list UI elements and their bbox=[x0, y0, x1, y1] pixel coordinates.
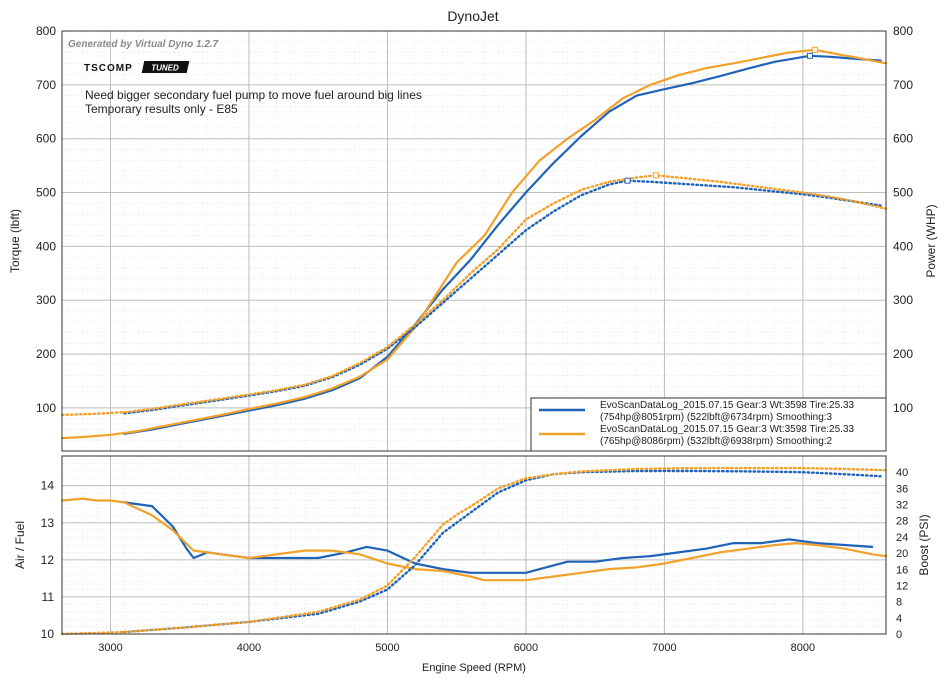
upper-plot-background bbox=[62, 31, 886, 451]
engine-speed-axis-label: Engine Speed (RPM) bbox=[422, 662, 526, 674]
air-fuel-axis-label: Air / Fuel bbox=[13, 521, 27, 569]
air-fuel-tick-label: 12 bbox=[41, 553, 55, 567]
peak-marker-blue-power bbox=[806, 52, 813, 59]
boost-tick-label: 28 bbox=[896, 516, 908, 528]
lower-plot-frame bbox=[61, 455, 887, 635]
legend-box bbox=[530, 397, 887, 452]
torque-tick-label: 500 bbox=[36, 186, 56, 200]
legend: EvoScanDataLog_2015.07.15 Gear:3 Wt:3598… bbox=[530, 397, 887, 452]
series-orange-power bbox=[60, 48, 888, 440]
torque-axis-label: Torque (lbft) bbox=[8, 209, 22, 273]
series-blue-boost bbox=[123, 469, 882, 634]
series-orange-boost bbox=[60, 466, 888, 636]
air-fuel-tick-label: 14 bbox=[41, 479, 55, 493]
upper-grid bbox=[62, 30, 887, 451]
logo-badge-text: TUNED bbox=[151, 64, 179, 73]
boost-tick-label: 12 bbox=[896, 580, 908, 592]
torque-tick-label: 400 bbox=[36, 239, 56, 253]
boost-tick-label: 20 bbox=[896, 548, 908, 560]
peak-marker-orange-power bbox=[811, 46, 818, 53]
series-orange-torque bbox=[60, 174, 888, 417]
boost-tick-label: 0 bbox=[896, 629, 902, 641]
logo-badge-bg bbox=[141, 61, 190, 73]
boost-tick-label: 32 bbox=[896, 500, 908, 512]
power-tick-label: 300 bbox=[893, 293, 913, 307]
torque-tick-label: 700 bbox=[36, 78, 56, 92]
upper-series bbox=[60, 46, 888, 440]
rpm-tick-label: 6000 bbox=[514, 642, 538, 654]
boost-tick-label: 8 bbox=[896, 597, 902, 609]
rpm-tick-label: 8000 bbox=[791, 642, 815, 654]
power-tick-label: 600 bbox=[893, 132, 913, 146]
power-tick-label: 200 bbox=[893, 347, 913, 361]
power-tick-label: 500 bbox=[893, 186, 913, 200]
power-tick-label: 400 bbox=[893, 239, 913, 253]
boost-tick-label: 16 bbox=[896, 564, 908, 576]
torque-tick-label: 100 bbox=[36, 401, 56, 415]
legend-entry-1-line-2: (754hp@8051rpm) (522lbft@6734rpm) Smooth… bbox=[600, 412, 833, 423]
air-fuel-tick-label: 13 bbox=[41, 516, 55, 530]
lower-ticks: 10 11 12 13 14 0 4 8 12 16 20 24 28 32 36 40 3000 4000 500… bbox=[41, 467, 909, 654]
tscomp-logo: TSCOMP TUNED bbox=[84, 61, 190, 74]
generated-by-label: Generated by Virtual Dyno 1.2.7 bbox=[68, 39, 219, 50]
rpm-tick-label: 3000 bbox=[98, 642, 122, 654]
note-line-1: Need bigger secondary fuel pump to move … bbox=[85, 88, 422, 102]
boost-axis-label: Boost (PSI) bbox=[917, 514, 931, 575]
power-tick-label: 800 bbox=[893, 24, 913, 38]
lower-plot: 10 11 12 13 14 0 4 8 12 16 20 24 28 32 36 40 3000 4000 500… bbox=[13, 455, 931, 674]
torque-tick-label: 300 bbox=[36, 293, 56, 307]
upper-ticks: 100 100 200 200 300 300 400 400 500 500 600 600 700 7… bbox=[36, 24, 913, 415]
power-axis-label: Power (WHP) bbox=[924, 204, 938, 277]
torque-tick-label: 600 bbox=[36, 132, 56, 146]
peak-marker-blue-torque bbox=[624, 177, 631, 184]
torque-tick-label: 200 bbox=[36, 347, 56, 361]
logo-text: TSCOMP bbox=[84, 63, 133, 74]
rpm-tick-label: 7000 bbox=[652, 642, 676, 654]
power-tick-label: 100 bbox=[893, 401, 913, 415]
series-blue-power bbox=[123, 54, 882, 435]
boost-tick-label: 36 bbox=[896, 483, 908, 495]
peak-marker-orange-torque bbox=[652, 172, 659, 179]
lower-series bbox=[60, 466, 888, 636]
rpm-tick-label: 5000 bbox=[375, 642, 399, 654]
note-line-2: Temporary results only - E85 bbox=[85, 102, 238, 116]
upper-plot-frame bbox=[61, 30, 887, 452]
power-tick-label: 700 bbox=[893, 78, 913, 92]
chart-title: DynoJet bbox=[447, 8, 498, 24]
air-fuel-tick-label: 10 bbox=[41, 627, 55, 641]
legend-entry-1-line-1: EvoScanDataLog_2015.07.15 Gear:3 Wt:3598… bbox=[600, 400, 855, 411]
series-orange-afr bbox=[60, 497, 888, 582]
rpm-tick-label: 4000 bbox=[237, 642, 261, 654]
boost-tick-label: 40 bbox=[896, 467, 908, 479]
air-fuel-tick-label: 11 bbox=[42, 590, 55, 604]
boost-tick-label: 24 bbox=[896, 532, 908, 544]
legend-entry-2-line-1: EvoScanDataLog_2015.07.15 Gear:3 Wt:3598… bbox=[600, 424, 855, 435]
torque-tick-label: 800 bbox=[36, 24, 56, 38]
boost-tick-label: 4 bbox=[896, 613, 902, 625]
upper-plot: 100 100 200 200 300 300 400 400 500 500 600 600 700 7… bbox=[8, 24, 938, 452]
legend-entry-2-line-2: (765hp@8086rpm) (532lbft@6938rpm) Smooth… bbox=[600, 436, 833, 447]
